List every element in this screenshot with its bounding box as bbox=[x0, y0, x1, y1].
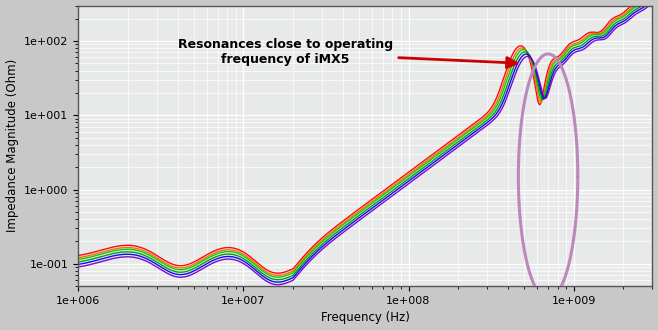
Y-axis label: Impedance Magnitude (Ohm): Impedance Magnitude (Ohm) bbox=[5, 59, 18, 233]
X-axis label: Frequency (Hz): Frequency (Hz) bbox=[321, 312, 410, 324]
Text: Resonances close to operating
frequency of iMX5: Resonances close to operating frequency … bbox=[178, 39, 517, 68]
